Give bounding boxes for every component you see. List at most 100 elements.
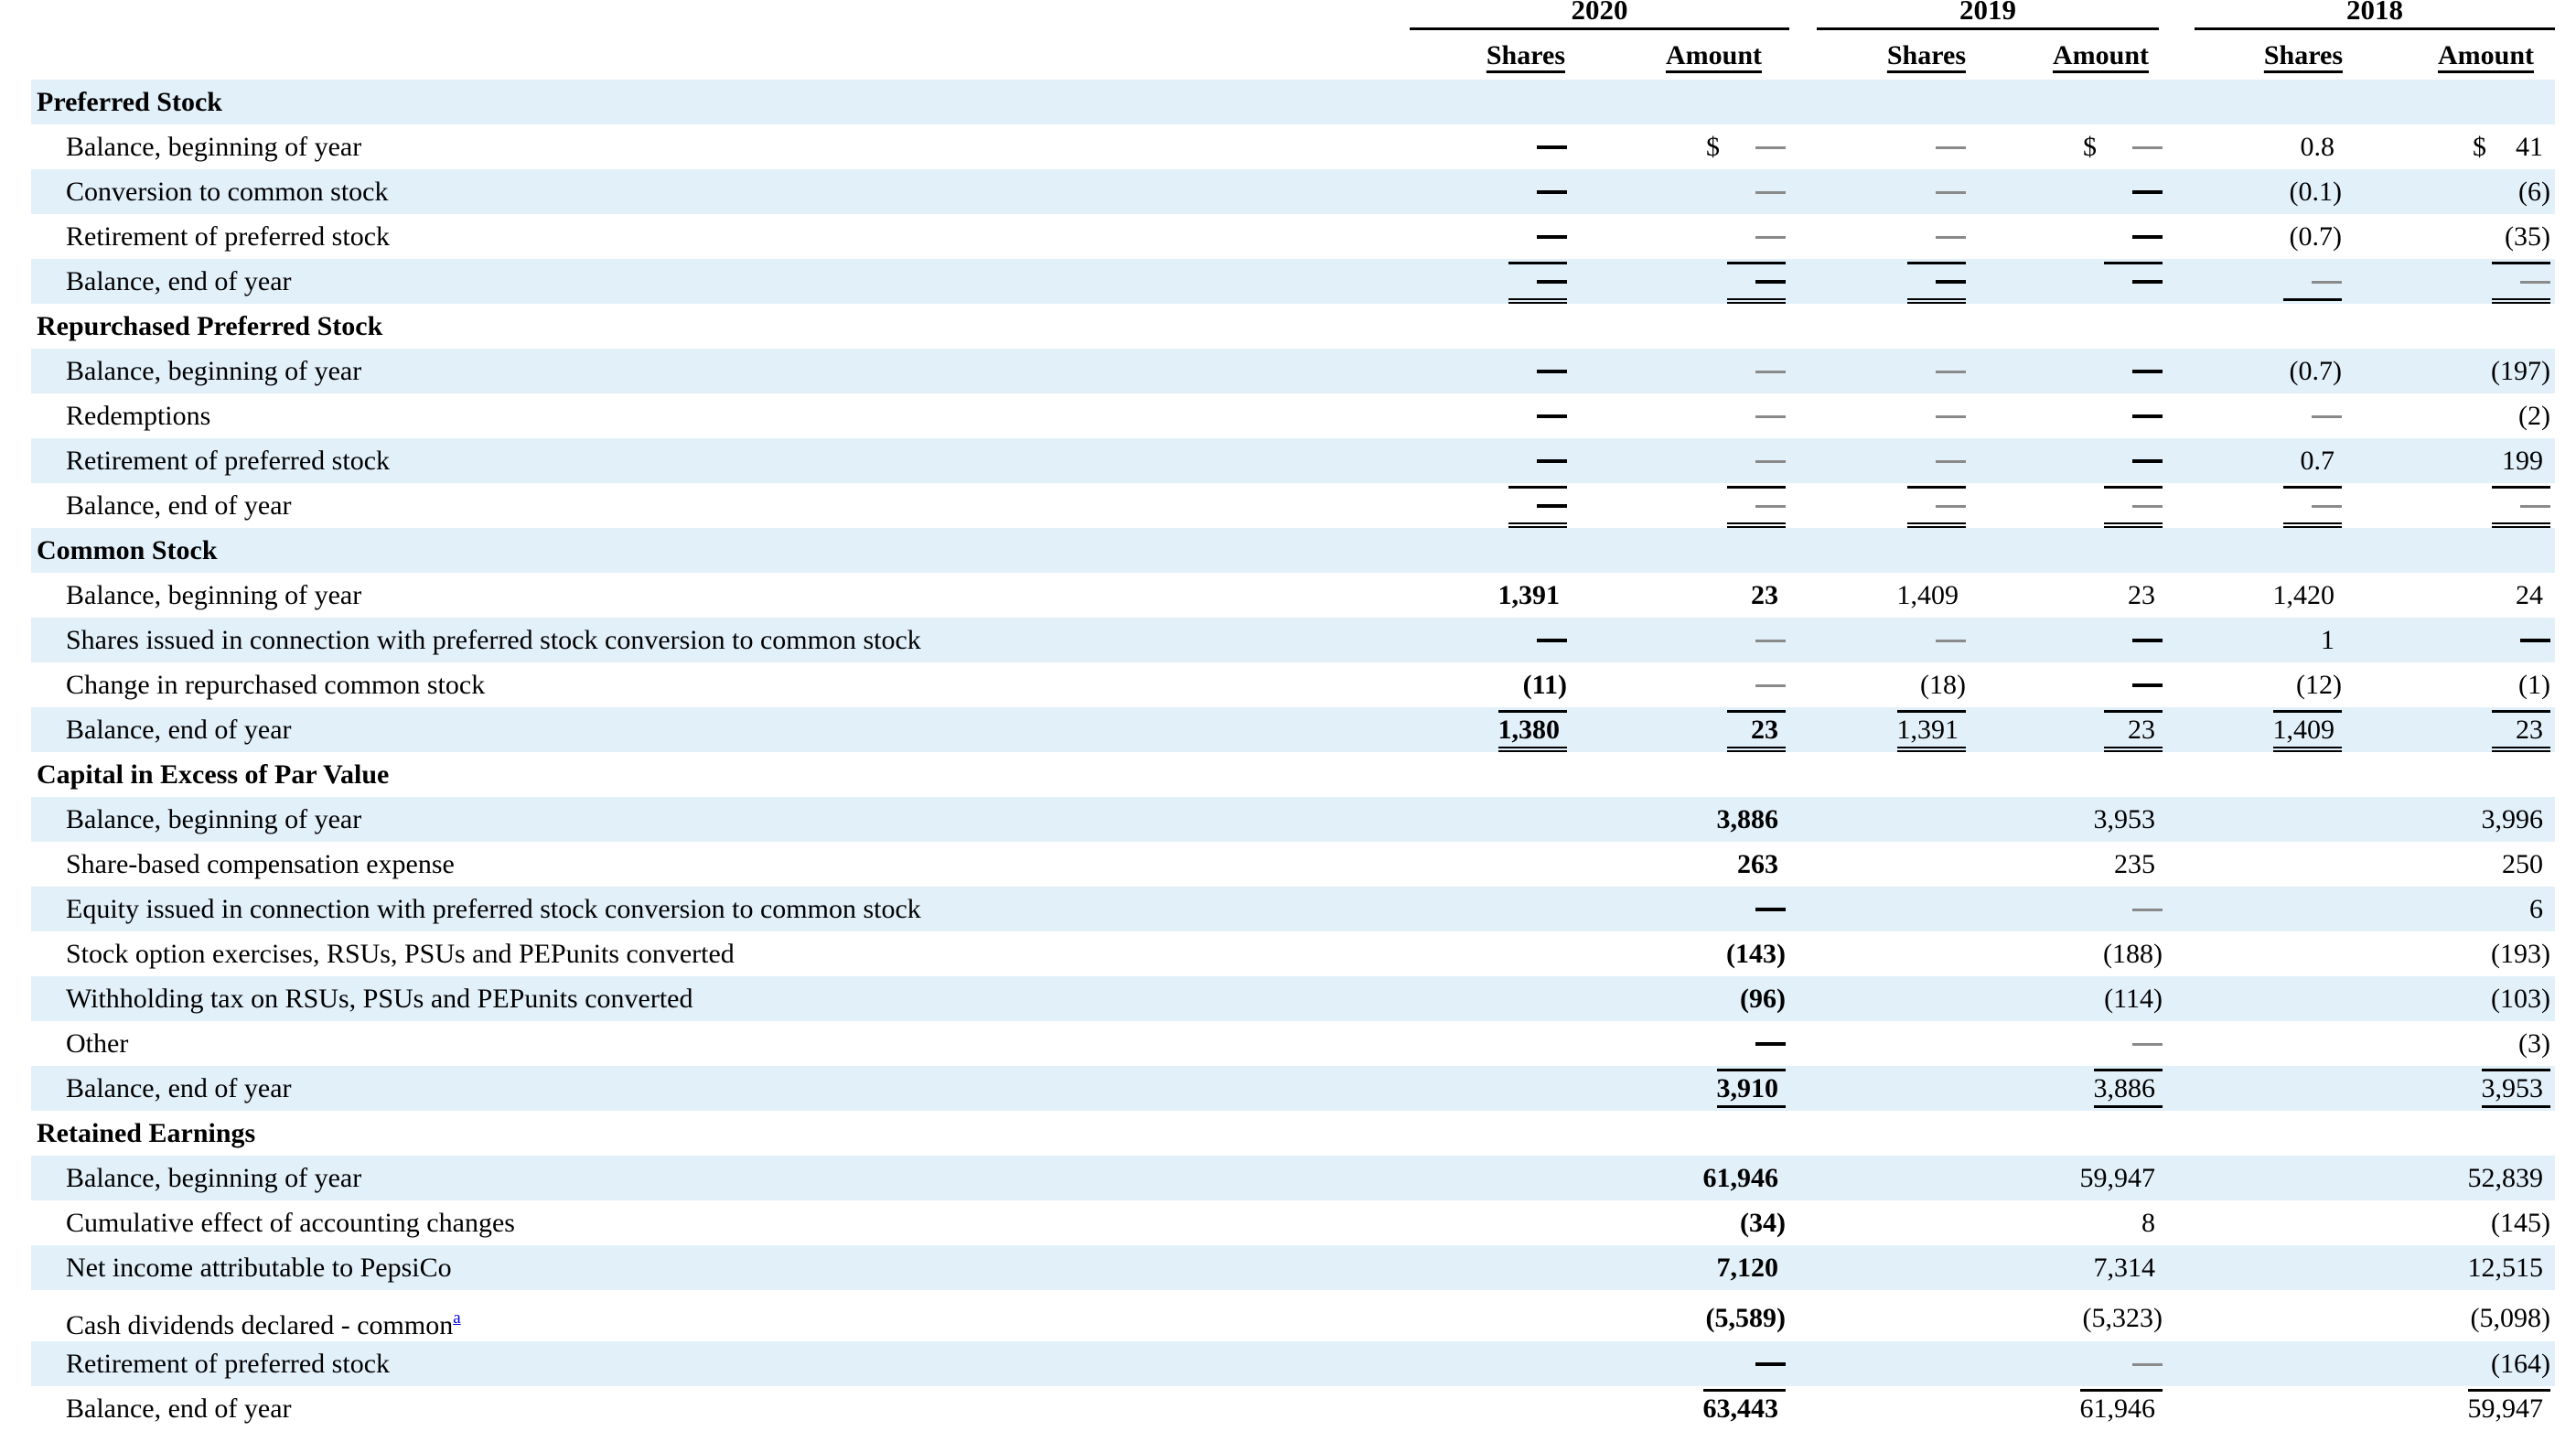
table-row: Redemptions (2) xyxy=(0,393,2576,438)
nil-dash xyxy=(2132,1362,2163,1366)
value-cell: (0.7) xyxy=(2283,220,2342,253)
nil-dash xyxy=(2132,459,2163,464)
value-cell xyxy=(1907,399,1966,433)
value-text: 1,391 xyxy=(1497,580,1561,610)
nil-dash xyxy=(1936,145,1966,149)
value-cell: 23 xyxy=(2104,578,2163,612)
nil-dash xyxy=(1755,1362,1786,1367)
row-background xyxy=(31,483,2555,528)
value-text: 0.8 xyxy=(2300,132,2335,162)
nil-dash xyxy=(1537,504,1567,509)
row-label-text: Balance, end of year xyxy=(66,266,292,296)
nil-dash xyxy=(1755,145,1786,149)
value-cell: 235 xyxy=(2104,847,2163,881)
row-label: Balance, end of year xyxy=(66,1066,292,1111)
value-text: 7,314 xyxy=(2093,1253,2156,1283)
value-cell: 1,391 xyxy=(1896,710,1966,752)
nil-dash xyxy=(2132,280,2163,285)
value-cell: 52,839 xyxy=(2468,1161,2551,1195)
row-background xyxy=(31,259,2555,304)
value-text: (5,589) xyxy=(1705,1303,1786,1333)
value-text: (5,323) xyxy=(2082,1303,2163,1333)
table-row: Balance, end of year 1,380 23 1,391 23 1,409 2… xyxy=(0,707,2576,752)
column-header-amount: Amount xyxy=(2052,40,2149,70)
row-label-text: Cash dividends declared - common xyxy=(66,1310,454,1340)
year-header-2019: 2019 xyxy=(1817,0,2159,30)
row-label-text: Balance, beginning of year xyxy=(66,132,362,162)
nil-dash xyxy=(1755,639,1786,642)
value-cell: (12) xyxy=(2283,668,2342,702)
row-background xyxy=(31,707,2555,752)
footnote-link[interactable]: a xyxy=(453,1308,461,1328)
row-label: Balance, beginning of year xyxy=(66,573,361,618)
table-row: Net income attributable to PepsiCo 7,120 7… xyxy=(0,1245,2576,1290)
nil-dash xyxy=(1936,235,1966,239)
value-text: 1,380 xyxy=(1497,715,1561,745)
value-cell xyxy=(1727,486,1786,528)
table-row: Stock option exercises, RSUs, PSUs and P… xyxy=(0,931,2576,976)
table-row: Conversion to common stock (0.1) (6) xyxy=(0,169,2576,214)
value-cell xyxy=(2104,668,2163,702)
section-title: Common Stock xyxy=(37,528,218,573)
value-text: 12,515 xyxy=(2467,1253,2544,1283)
section-title: Repurchased Preferred Stock xyxy=(37,304,382,349)
value-text: 23 xyxy=(1751,715,1778,745)
value-cell: (164) xyxy=(2491,1347,2550,1381)
value-cell: (193) xyxy=(2491,937,2550,971)
row-background xyxy=(31,1021,2555,1066)
value-cell: 61,946 xyxy=(1703,1161,1787,1195)
table-row: Balance, end of year xyxy=(0,259,2576,304)
value-cell xyxy=(1727,399,1786,433)
row-background xyxy=(31,797,2555,842)
value-text: (12) xyxy=(2296,670,2342,700)
row-label-text: Net income attributable to PepsiCo xyxy=(66,1253,452,1283)
row-background xyxy=(31,304,2555,349)
value-cell xyxy=(1907,623,1966,657)
value-text: (0.7) xyxy=(2289,356,2342,386)
dollar-sign: $ xyxy=(2083,132,2097,162)
value-cell: 59,947 xyxy=(2080,1161,2163,1195)
value-cell: 1,391 xyxy=(1498,578,1568,612)
value-cell: 63,443 xyxy=(1702,1389,1786,1426)
value-cell: 1,420 xyxy=(2273,578,2343,612)
value-cell xyxy=(1508,486,1567,528)
row-label-text: Common Stock xyxy=(37,535,218,565)
value-cell xyxy=(1727,668,1786,702)
value-text: (18) xyxy=(1920,670,1966,700)
value-cell: 3,886 xyxy=(2093,1069,2163,1108)
value-cell: 12,515 xyxy=(2468,1251,2551,1285)
value-cell xyxy=(1727,130,1786,164)
value-cell xyxy=(1508,220,1567,253)
nil-dash xyxy=(1537,280,1567,285)
value-text: 24 xyxy=(2516,580,2543,610)
value-cell xyxy=(2283,264,2342,301)
section-header-row: Capital in Excess of Par Value xyxy=(0,752,2576,797)
value-cell: (0.1) xyxy=(2283,175,2342,209)
nil-dash xyxy=(1537,145,1567,150)
value-text: 59,947 xyxy=(2467,1393,2544,1424)
value-cell xyxy=(2104,175,2163,209)
table-row: Retirement of preferred stock (0.7) (35) xyxy=(0,214,2576,259)
value-text: 250 xyxy=(2502,849,2543,879)
table-row: Retirement of preferred stock 0.7 199 xyxy=(0,438,2576,483)
value-cell xyxy=(1907,486,1966,528)
value-text: (1) xyxy=(2518,670,2550,700)
value-cell: (103) xyxy=(2491,982,2550,1016)
nil-dash xyxy=(1936,504,1966,508)
value-cell: 8 xyxy=(2104,1206,2163,1240)
value-text: (114) xyxy=(2104,984,2163,1014)
value-cell: (1) xyxy=(2492,668,2550,702)
nil-dash xyxy=(2132,504,2163,508)
nil-dash xyxy=(2132,683,2163,688)
nil-dash xyxy=(1537,639,1567,643)
row-label: Balance, beginning of year xyxy=(66,797,361,842)
value-cell xyxy=(2492,486,2550,528)
value-cell xyxy=(1907,130,1966,164)
column-header-amount: Amount xyxy=(1665,40,1762,70)
table-row: Balance, beginning of year (0.7) (197) xyxy=(0,349,2576,393)
row-background xyxy=(31,169,2555,214)
value-text: (34) xyxy=(1740,1208,1786,1238)
value-cell: (2) xyxy=(2492,399,2550,433)
value-cell xyxy=(2104,399,2163,433)
nil-dash xyxy=(1936,190,1966,194)
